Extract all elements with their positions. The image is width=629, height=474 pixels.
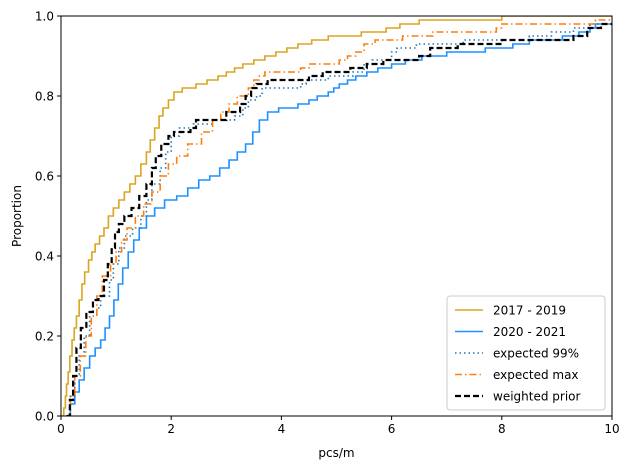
x-axis-label: pcs/m — [318, 446, 354, 460]
legend: 2017 - 2019 2020 - 2021 expected 99% expect… — [446, 295, 606, 411]
y-tick-label: 1.0 — [35, 10, 54, 24]
x-tick-label: 10 — [604, 422, 619, 436]
y-tick-label: 0.2 — [35, 330, 54, 344]
y-axis-label: Proportion — [10, 185, 24, 247]
series-layer — [61, 16, 612, 416]
y-tick-label: 0.8 — [35, 90, 54, 104]
y-tick-label: 0.0 — [35, 410, 54, 424]
y-tick-label: 0.6 — [35, 170, 54, 184]
legend-label: expected max — [493, 368, 579, 382]
y-axis: 0.0 0.2 0.4 0.6 0.8 1.0 — [35, 10, 61, 424]
plot-frame — [60, 15, 613, 417]
x-tick-label: 4 — [278, 422, 286, 436]
y-tick-label: 0.4 — [35, 250, 54, 264]
x-axis: 0 2 4 6 8 10 — [57, 416, 620, 436]
legend-label: weighted prior — [493, 390, 581, 404]
x-tick-label: 6 — [388, 422, 396, 436]
series-line-2017-2019 — [61, 16, 612, 416]
legend-label: 2020 - 2021 — [493, 325, 566, 339]
legend-label: 2017 - 2019 — [493, 304, 566, 318]
legend-frame — [446, 295, 606, 411]
series-line-weighted-prior — [66, 22, 612, 416]
legend-label: expected 99% — [493, 347, 579, 361]
x-tick-label: 8 — [498, 422, 506, 436]
x-tick-label: 0 — [57, 422, 65, 436]
x-tick-label: 2 — [167, 422, 175, 436]
